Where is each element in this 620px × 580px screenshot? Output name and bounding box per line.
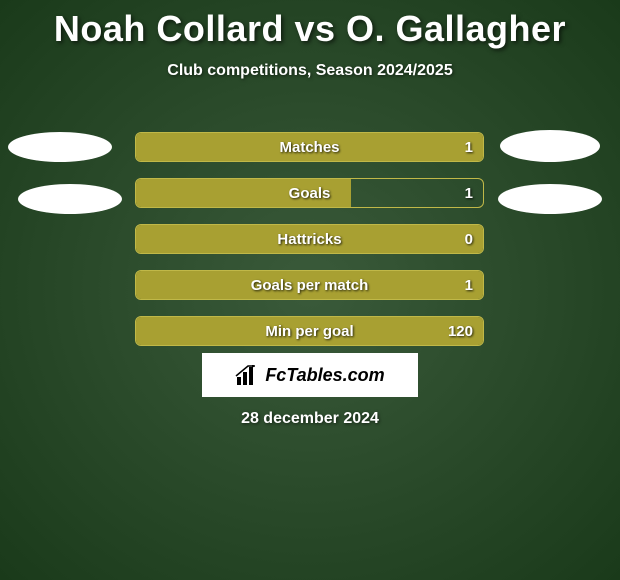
stat-label: Goals (136, 185, 483, 202)
stat-row-goals-per-match: Goals per match1 (135, 270, 484, 300)
page-title: Noah Collard vs O. Gallagher (0, 0, 620, 50)
stat-label: Goals per match (136, 277, 483, 294)
stat-row-goals: Goals1 (135, 178, 484, 208)
player-ellipse-1 (500, 130, 600, 162)
logo-text: FcTables.com (265, 365, 384, 386)
stat-value: 1 (465, 277, 473, 294)
logo-box[interactable]: FcTables.com (202, 353, 418, 397)
stat-value: 1 (465, 185, 473, 202)
stat-value: 1 (465, 139, 473, 156)
stat-value: 120 (448, 323, 473, 340)
player-ellipse-3 (498, 184, 602, 214)
player-ellipse-2 (18, 184, 122, 214)
stat-row-matches: Matches1 (135, 132, 484, 162)
stat-value: 0 (465, 231, 473, 248)
date-label: 28 december 2024 (0, 410, 620, 428)
stats-area: Matches1Goals1Hattricks0Goals per match1… (0, 112, 620, 350)
stat-label: Hattricks (136, 231, 483, 248)
subtitle: Club competitions, Season 2024/2025 (0, 62, 620, 80)
stat-label: Matches (136, 139, 483, 156)
stat-label: Min per goal (136, 323, 483, 340)
stat-row-hattricks: Hattricks0 (135, 224, 484, 254)
bar-chart-icon (235, 365, 259, 385)
player-ellipse-0 (8, 132, 112, 162)
stat-row-min-per-goal: Min per goal120 (135, 316, 484, 346)
